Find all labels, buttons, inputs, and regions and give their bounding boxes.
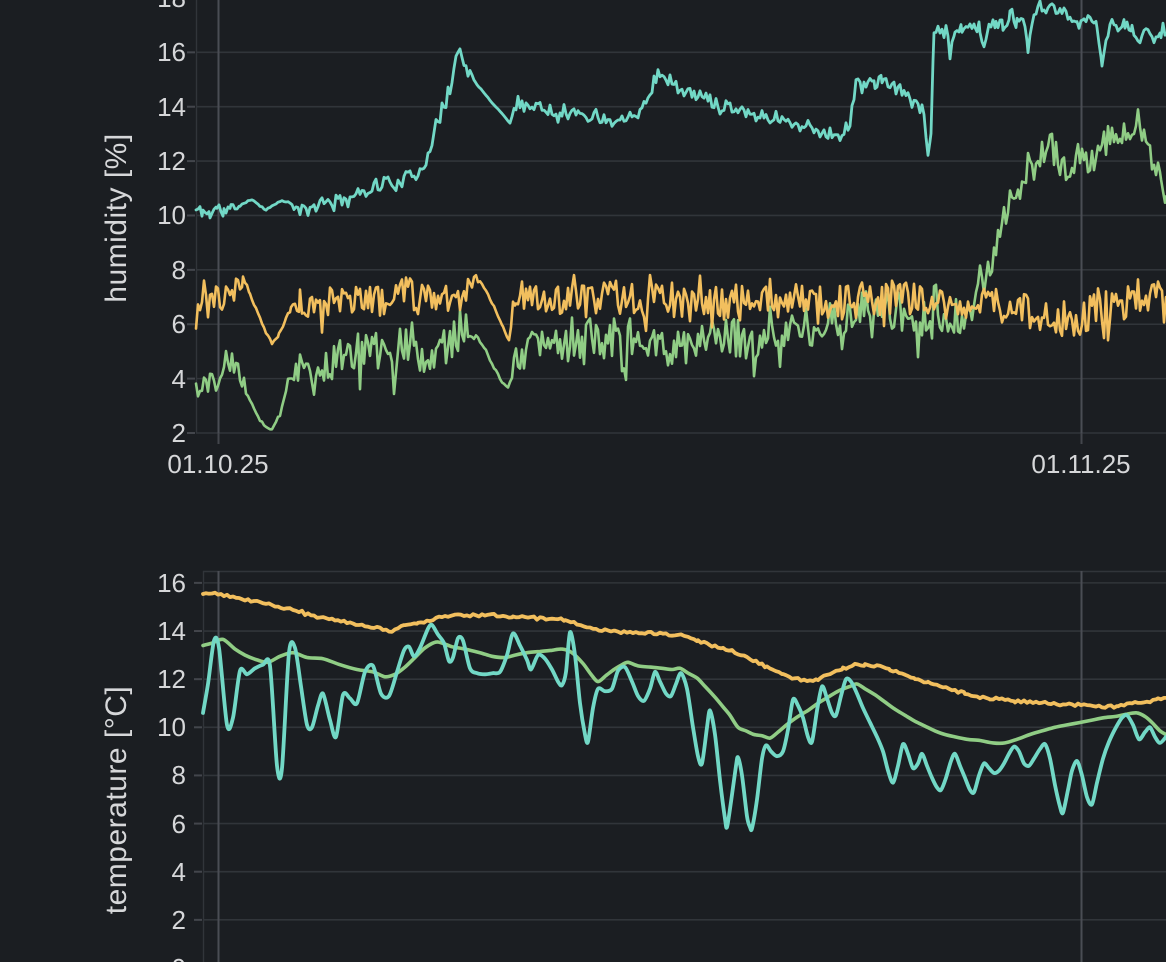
humidity-y-tick-12: 12	[157, 146, 186, 177]
humidity-series-teal	[194, 0, 1166, 220]
humidity-series-orange	[194, 273, 1166, 346]
temperature-series-teal	[201, 622, 1166, 833]
temperature-y-tick-8: 8	[171, 760, 186, 791]
humidity-y-tick-14: 14	[157, 91, 186, 122]
humidity-x-tick-nov: 01.11.25	[1031, 449, 1131, 479]
temperature-y-tick-0: 0	[0, 953, 186, 962]
humidity-y-tick-2: 2	[171, 418, 186, 448]
temperature-y-tick-14: 14	[157, 616, 186, 647]
humidity-series-green	[194, 108, 1166, 431]
humidity-chart-canvas[interactable]	[0, 0, 1166, 480]
temperature-y-tick-2: 2	[171, 904, 186, 935]
humidity-y-tick-16: 16	[157, 37, 186, 68]
temperature-y-tick-10: 10	[157, 712, 186, 743]
humidity-y-tick-6: 6	[171, 309, 186, 340]
humidity-y-tick-18: 18	[0, 0, 186, 13]
temperature-y-tick-16: 16	[157, 567, 186, 598]
temperature-y-tick-6: 6	[171, 808, 186, 839]
temperature-y-tick-12: 12	[157, 664, 186, 695]
humidity-y-tick-4: 4	[171, 363, 186, 394]
temperature-chart-canvas[interactable]	[0, 570, 1166, 962]
temperature-series-orange	[201, 590, 1166, 710]
humidity-x-tick-oct: 01.10.25	[167, 449, 269, 479]
humidity-y-tick-10: 10	[157, 200, 186, 231]
temperature-y-tick-4: 4	[171, 856, 186, 887]
humidity-y-tick-8: 8	[171, 254, 186, 285]
